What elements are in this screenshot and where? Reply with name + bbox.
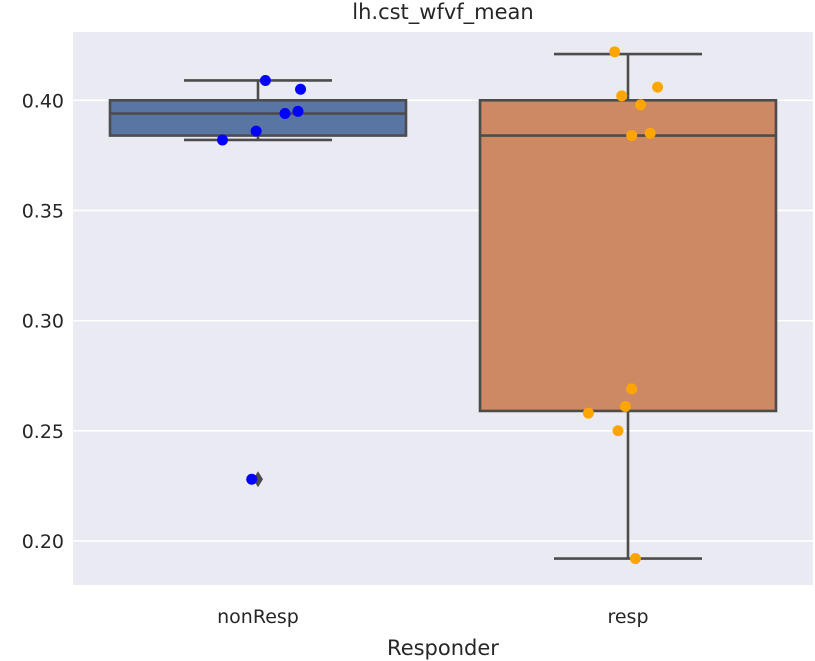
y-axis-ticks: 0.20 0.25 0.30 0.35 0.40 bbox=[22, 90, 64, 553]
data-point-resp bbox=[626, 383, 638, 395]
data-point-resp bbox=[644, 127, 656, 139]
outlier-marker bbox=[253, 471, 263, 488]
box-resp bbox=[478, 52, 778, 560]
y-tick-label: 0.20 bbox=[22, 531, 64, 553]
data-point-resp bbox=[582, 407, 594, 419]
y-tick-label: 0.30 bbox=[22, 311, 64, 333]
data-point-nonResp bbox=[216, 134, 228, 146]
data-point-nonResp bbox=[259, 74, 271, 86]
data-point-resp bbox=[609, 46, 621, 58]
data-point-nonResp bbox=[292, 105, 304, 117]
x-axis-ticks: nonResp resp bbox=[217, 606, 648, 628]
data-point-resp bbox=[626, 130, 638, 142]
data-point-nonResp bbox=[250, 125, 262, 137]
data-point-resp bbox=[616, 90, 628, 102]
data-point-nonResp bbox=[279, 108, 291, 120]
data-point-resp bbox=[612, 425, 624, 437]
data-point-nonResp bbox=[295, 83, 307, 95]
data-point-nonResp bbox=[246, 473, 258, 485]
x-tick-label-nonResp: nonResp bbox=[217, 606, 299, 628]
data-point-resp bbox=[652, 81, 664, 93]
y-tick-label: 0.25 bbox=[22, 421, 64, 443]
y-tick-label: 0.40 bbox=[22, 90, 64, 112]
strip-points bbox=[216, 46, 664, 565]
box-iqr bbox=[478, 98, 778, 413]
x-tick-label-resp: resp bbox=[607, 606, 648, 628]
y-tick-label: 0.35 bbox=[22, 200, 64, 222]
data-point-resp bbox=[635, 99, 647, 111]
chart-title: lh.cst_wfvf_mean bbox=[352, 0, 533, 25]
x-axis-title: Responder bbox=[387, 636, 499, 660]
data-point-resp bbox=[629, 553, 641, 565]
data-point-resp bbox=[619, 401, 631, 413]
